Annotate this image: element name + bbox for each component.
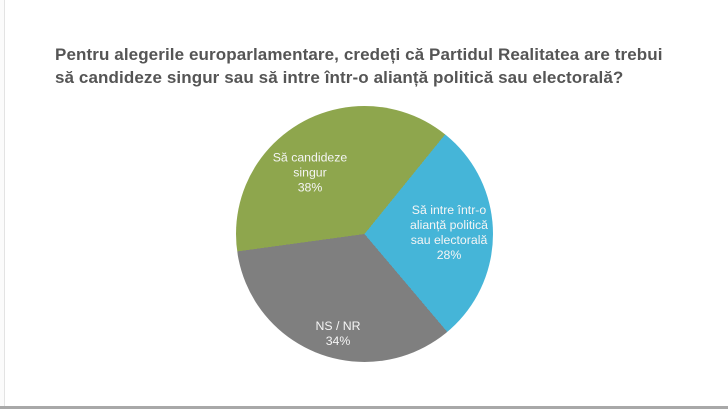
pie-label-ns-nr: NS / NR 34% [315,319,360,349]
pie-label-value: 28% [436,248,462,262]
question-title-line1: Pentru alegerile europarlamentare, crede… [55,45,663,64]
pie-label-line: singur [293,165,327,180]
pie-label-line: sau electorală [410,233,488,247]
question-title-line2: să candideze singur sau să intre într-o … [55,68,624,87]
question-title: Pentru alegerile europarlamentare, crede… [55,43,705,89]
pie-label-value: 38% [297,180,323,195]
pie-label-line: alianță politică [410,218,488,232]
pie-label-line: Să intre într-o [411,203,487,217]
pie-label-line: NS / NR [315,319,361,333]
pie-label-line: Să candideze [272,150,348,165]
pie-chart [236,106,493,362]
pie-label-alianta-politica: Să intre într-o alianță politică sau ele… [410,203,488,263]
pie-label-value: 34% [325,334,351,348]
pie-label-sa-candideze-singur: Să candideze singur 38% [273,151,348,196]
slide-left-edge [0,0,5,409]
slide-bottom-edge [0,406,728,409]
